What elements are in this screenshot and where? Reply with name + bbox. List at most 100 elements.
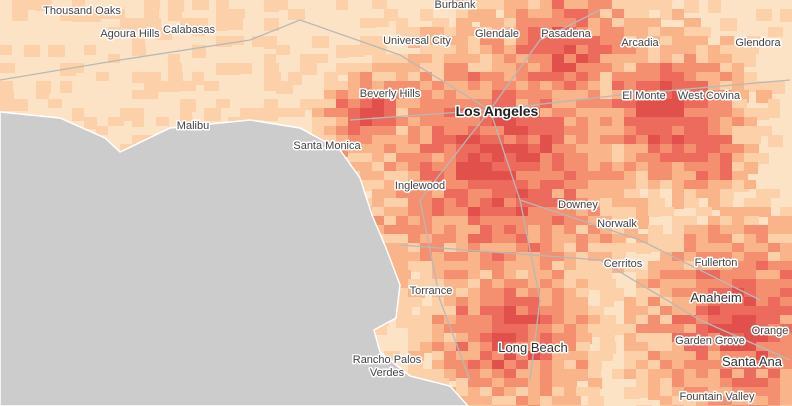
tract: [456, 315, 468, 324]
tract: [732, 144, 746, 154]
tract: [384, 117, 396, 126]
tract: [540, 63, 555, 73]
tract: [552, 216, 569, 225]
tract: [492, 135, 504, 146]
tract: [768, 378, 785, 388]
tract: [540, 306, 555, 315]
tract: [504, 198, 516, 209]
tract: [564, 72, 578, 82]
tract: [564, 117, 577, 128]
tract: [432, 270, 445, 280]
tract: [84, 117, 97, 129]
tract: [492, 261, 506, 272]
tract: [396, 27, 413, 36]
tract: [528, 207, 543, 217]
tract: [672, 198, 684, 209]
tract: [612, 198, 629, 209]
tract: [240, 63, 252, 74]
tract: [432, 90, 445, 101]
place-label: Malibu: [177, 120, 209, 132]
tract: [468, 369, 482, 379]
tract: [420, 126, 434, 135]
tract: [216, 99, 230, 108]
tract: [480, 243, 495, 252]
tract: [516, 117, 530, 126]
tract: [228, 9, 245, 18]
tract: [624, 90, 637, 100]
tract: [408, 63, 424, 74]
tract: [372, 18, 389, 27]
tract: [624, 369, 637, 379]
tract: [420, 117, 433, 128]
tract: [720, 63, 735, 74]
tract: [684, 18, 701, 27]
tract: [660, 234, 675, 244]
tract: [708, 72, 720, 81]
tract: [744, 324, 756, 335]
tract: [528, 261, 543, 270]
tract: [492, 0, 508, 10]
tract: [552, 18, 567, 28]
tract: [720, 396, 736, 405]
tract: [468, 297, 484, 308]
tract: [780, 288, 792, 299]
tract: [624, 360, 640, 371]
tract: [780, 396, 792, 406]
tract: [540, 261, 555, 272]
place-label: Arcadia: [621, 37, 659, 49]
tract: [492, 252, 508, 262]
tract: [336, 90, 350, 99]
tract: [492, 324, 506, 334]
tract: [456, 243, 471, 252]
tract: [720, 369, 737, 379]
tract: [744, 270, 759, 279]
tract: [612, 324, 629, 335]
tract: [552, 279, 565, 288]
tract: [468, 306, 480, 316]
tract: [744, 243, 760, 253]
tract: [516, 36, 528, 47]
tract: [660, 288, 674, 298]
tract: [636, 72, 652, 81]
tract: [648, 144, 663, 155]
tract: [72, 0, 85, 10]
tract: [648, 342, 661, 352]
tract: [552, 72, 569, 83]
tract: [480, 225, 497, 236]
tract: [432, 342, 444, 353]
road: [519, 199, 761, 301]
tract: [408, 126, 424, 137]
tract: [0, 63, 15, 73]
tract: [516, 9, 528, 18]
tract: [456, 306, 472, 316]
tract: [624, 198, 640, 207]
tract: [396, 270, 411, 281]
tract: [540, 108, 555, 119]
tract: [540, 342, 555, 353]
tract: [528, 54, 540, 63]
tract: [216, 0, 229, 9]
tract: [420, 216, 432, 225]
tract: [384, 243, 397, 254]
tract: [708, 225, 723, 236]
tract: [744, 198, 760, 208]
tract: [588, 306, 604, 316]
tract: [312, 36, 329, 48]
tract: [468, 27, 484, 37]
tract: [612, 72, 625, 83]
tract: [552, 189, 569, 199]
tract: [540, 36, 555, 47]
tract: [456, 153, 469, 162]
tract: [108, 9, 125, 19]
tract: [552, 108, 567, 119]
tract: [156, 81, 172, 92]
tract: [492, 171, 504, 180]
tract: [576, 261, 588, 271]
tract: [372, 162, 389, 172]
tract: [612, 243, 624, 254]
tract: [492, 360, 506, 370]
labels: Thousand Oaks Agoura Hills Calabasas Bur…: [42, 0, 790, 405]
tract: [732, 351, 747, 362]
tract: [408, 243, 424, 252]
tract: [444, 153, 457, 163]
